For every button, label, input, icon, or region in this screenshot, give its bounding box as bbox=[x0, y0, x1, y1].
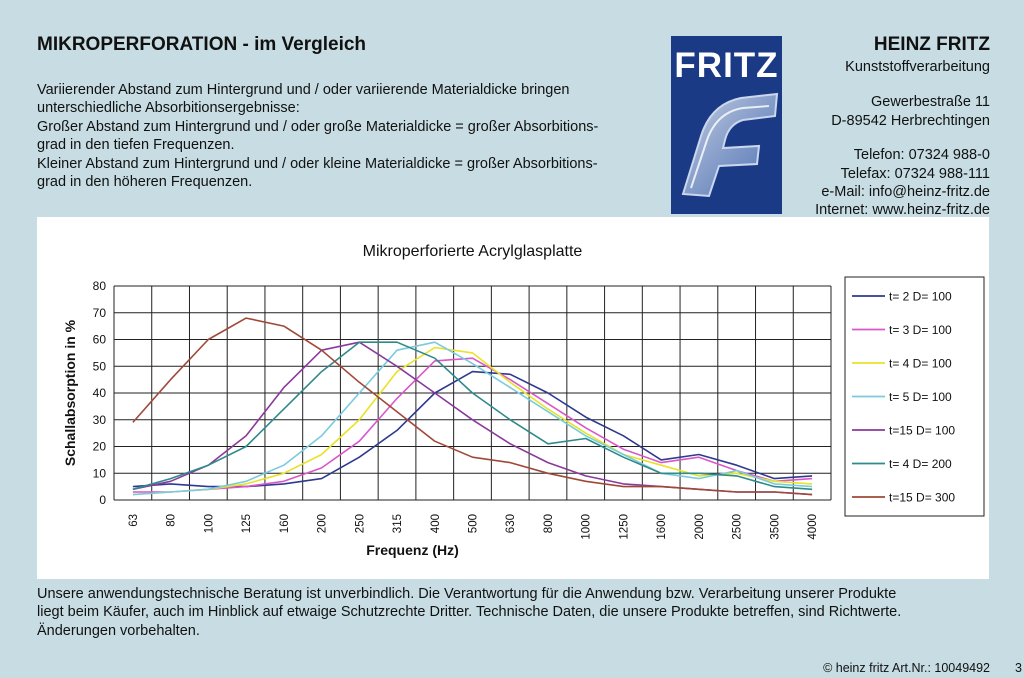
company-street: Gewerbestraße 11 bbox=[870, 94, 990, 111]
chart-panel: Mikroperforierte Acrylglasplatte 0 10 20 30 4… bbox=[37, 217, 989, 579]
series-line bbox=[132, 341, 813, 491]
intro-line: unterschiedliche Absorbitionsergebnisse: bbox=[37, 100, 300, 117]
absorption-chart: Mikroperforierte Acrylglasplatte 0 10 20 30 4… bbox=[62, 243, 985, 558]
company-info: HEINZ FRITZ Kunststoffverarbeitung Gewer… bbox=[815, 34, 990, 220]
x-tick-label: 1000 bbox=[581, 514, 593, 540]
x-tick-label: 1600 bbox=[656, 514, 668, 540]
x-axis-label: Frequenz (Hz) bbox=[366, 542, 459, 558]
page-title: MIKROPERFORATION - im Vergleich bbox=[37, 34, 367, 55]
series-line bbox=[132, 357, 813, 493]
logo-f-mark-icon bbox=[681, 92, 779, 198]
x-tick-label: 2500 bbox=[732, 514, 744, 540]
intro-line: grad in den höheren Frequenzen. bbox=[37, 174, 253, 191]
y-tick-label: 50 bbox=[93, 359, 107, 373]
company-name: HEINZ FRITZ bbox=[873, 34, 990, 55]
footer-copyright: © heinz fritz Art.Nr.: 10049492 bbox=[823, 661, 990, 675]
legend-label: t= 4 D= 200 bbox=[889, 457, 952, 471]
company-phone: Telefon: 07324 988-0 bbox=[853, 147, 990, 164]
x-tick-label: 4000 bbox=[807, 514, 819, 540]
series-line bbox=[132, 317, 813, 496]
y-tick-label: 70 bbox=[93, 306, 107, 320]
intro-line: Großer Abstand zum Hintergrund und / ode… bbox=[37, 118, 599, 135]
company-subtitle: Kunststoffverarbeitung bbox=[845, 59, 990, 75]
x-tick-label: 80 bbox=[166, 514, 178, 527]
disclaimer-text: Unsere anwendungstechnische Beratung ist… bbox=[37, 585, 997, 640]
company-city: D-89542 Herbrechtingen bbox=[831, 112, 990, 129]
x-tick-label: 630 bbox=[505, 514, 517, 533]
intro-line: Variierender Abstand zum Hintergrund und… bbox=[37, 82, 570, 98]
series-line bbox=[132, 370, 813, 488]
x-tick-label: 500 bbox=[468, 514, 480, 533]
company-web: Internet: www.heinz-fritz.de bbox=[815, 202, 990, 219]
company-fax: Telefax: 07324 988-111 bbox=[840, 165, 990, 182]
disclaimer-line: Änderungen vorbehalten. bbox=[37, 622, 200, 639]
legend-label: t= 5 D= 100 bbox=[889, 390, 952, 404]
x-tick-label: 160 bbox=[279, 514, 291, 533]
y-tick-label: 60 bbox=[93, 333, 107, 347]
x-tick-label: 1250 bbox=[618, 514, 630, 540]
x-tick-label: 63 bbox=[128, 514, 140, 527]
y-tick-label: 10 bbox=[93, 466, 107, 480]
page-number: 3 bbox=[1015, 661, 1022, 675]
x-tick-label: 315 bbox=[392, 514, 404, 533]
legend-label: t=15 D= 300 bbox=[889, 491, 955, 505]
y-tick-label: 20 bbox=[93, 440, 107, 454]
intro-text: Variierender Abstand zum Hintergrund und… bbox=[37, 81, 677, 191]
series-line bbox=[132, 346, 813, 496]
legend-label: t= 2 D= 100 bbox=[889, 290, 952, 304]
legend-box bbox=[844, 276, 985, 517]
legend-label: t= 3 D= 100 bbox=[889, 323, 952, 337]
disclaimer-line: Unsere anwendungstechnische Beratung ist… bbox=[37, 586, 897, 602]
x-tick-label: 2000 bbox=[694, 514, 706, 540]
x-tick-label: 250 bbox=[354, 514, 366, 533]
x-tick-label: 3500 bbox=[769, 514, 781, 540]
x-tick-label: 100 bbox=[203, 514, 215, 533]
logo-word: FRITZ bbox=[674, 46, 779, 85]
disclaimer-line: liegt beim Käufer, auch im Hinblick auf … bbox=[37, 604, 902, 621]
company-email: e-Mail: info@heinz-fritz.de bbox=[821, 184, 990, 201]
chart-title: Mikroperforierte Acrylglasplatte bbox=[363, 243, 583, 260]
series-line bbox=[132, 341, 813, 496]
legend-label: t= 4 D= 100 bbox=[889, 357, 952, 371]
x-tick-label: 800 bbox=[543, 514, 555, 533]
x-tick-label: 400 bbox=[430, 514, 442, 533]
y-tick-label: 40 bbox=[93, 386, 107, 400]
legend-label: t=15 D= 100 bbox=[889, 424, 955, 438]
x-tick-label: 125 bbox=[241, 514, 253, 533]
y-tick-label: 0 bbox=[99, 493, 106, 507]
intro-line: Kleiner Abstand zum Hintergrund und / od… bbox=[37, 155, 598, 172]
fritz-logo: FRITZ bbox=[671, 36, 782, 214]
intro-line: grad in den tiefen Frequenzen. bbox=[37, 137, 235, 154]
y-tick-label: 30 bbox=[93, 413, 107, 427]
series-line bbox=[132, 341, 813, 496]
x-tick-label: 200 bbox=[317, 514, 329, 533]
y-axis-label: Schallabsorption in % bbox=[62, 319, 78, 466]
y-tick-label: 80 bbox=[93, 279, 107, 293]
